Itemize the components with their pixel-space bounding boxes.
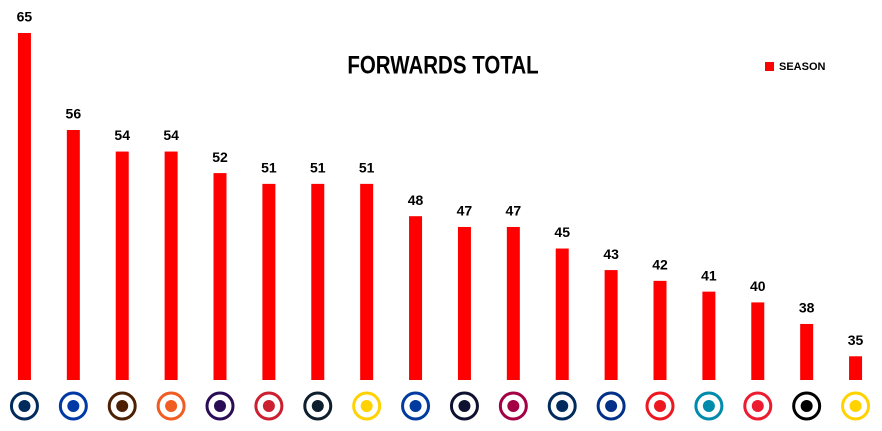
value-label: 54 xyxy=(163,127,179,143)
bar xyxy=(604,270,618,380)
team-logo-core xyxy=(116,400,129,412)
bar xyxy=(506,226,520,380)
team-logo-core xyxy=(165,400,178,412)
legend-swatch xyxy=(765,62,774,71)
legend-label: SEASON xyxy=(779,61,826,73)
value-label: 43 xyxy=(603,246,619,262)
value-label: 41 xyxy=(701,267,717,283)
bar xyxy=(409,216,423,380)
team-logo-core xyxy=(311,400,324,412)
value-label: 48 xyxy=(408,192,424,208)
team-logo-core xyxy=(67,400,80,412)
bar xyxy=(555,248,569,380)
value-label: 51 xyxy=(261,160,277,176)
value-label: 56 xyxy=(66,106,82,122)
value-label: 40 xyxy=(750,278,766,294)
bar xyxy=(653,280,667,380)
value-label: 51 xyxy=(310,160,326,176)
bar xyxy=(164,151,178,380)
bar xyxy=(751,302,765,380)
bar xyxy=(457,226,471,380)
team-logo-core xyxy=(409,400,422,412)
chart-title: FORWARDS TOTAL xyxy=(347,51,538,79)
team-logo-core xyxy=(556,400,569,412)
value-label: 38 xyxy=(799,300,815,316)
team-logo-core xyxy=(751,400,764,412)
value-label: 47 xyxy=(457,203,473,219)
bar xyxy=(800,323,814,380)
team-logo-core xyxy=(800,400,813,412)
value-label: 42 xyxy=(652,257,668,273)
value-label: 54 xyxy=(114,127,130,143)
value-label: 47 xyxy=(506,203,522,219)
team-logo-core xyxy=(262,400,275,412)
bar xyxy=(311,183,325,380)
team-logo-core xyxy=(654,400,666,412)
value-label: 52 xyxy=(212,149,228,165)
value-label: 35 xyxy=(848,332,864,348)
team-logo-core xyxy=(458,400,471,412)
team-logo-core xyxy=(507,400,520,412)
bar xyxy=(66,129,80,380)
team-logo-core xyxy=(18,400,31,412)
bar xyxy=(262,183,276,380)
bar xyxy=(849,356,863,380)
bar xyxy=(213,173,227,380)
team-logo-core xyxy=(702,400,715,412)
value-label: 65 xyxy=(17,9,33,25)
team-logo-core xyxy=(849,400,862,412)
team-logo-core xyxy=(214,400,226,412)
value-label: 45 xyxy=(554,224,570,240)
team-logo-core xyxy=(360,400,373,412)
team-logo-core xyxy=(605,400,618,412)
value-label: 51 xyxy=(359,160,375,176)
bar xyxy=(17,33,31,380)
bar xyxy=(115,151,129,380)
bar xyxy=(360,183,374,380)
bar xyxy=(702,291,716,380)
